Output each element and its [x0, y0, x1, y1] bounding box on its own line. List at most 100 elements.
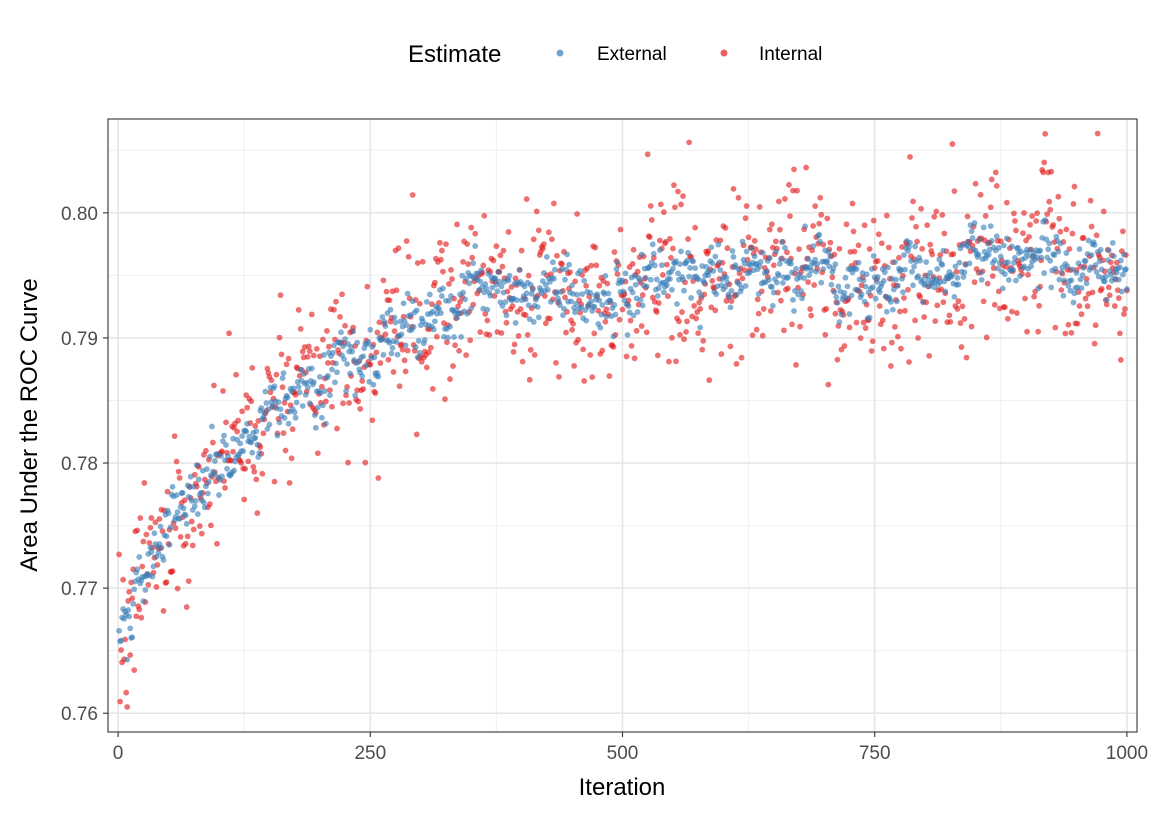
point-internal	[602, 318, 609, 325]
point-external	[222, 457, 228, 464]
point-internal	[673, 358, 679, 365]
point-external	[629, 289, 636, 296]
point-external	[239, 433, 246, 439]
point-external	[961, 269, 968, 276]
point-external	[790, 296, 796, 303]
point-external	[876, 289, 883, 296]
point-internal	[1111, 303, 1118, 309]
point-external	[853, 266, 860, 272]
point-external	[483, 285, 490, 292]
point-external	[292, 414, 299, 421]
point-internal	[656, 237, 663, 244]
legend: Estimate External Internal	[408, 41, 822, 68]
point-external	[723, 274, 730, 281]
point-internal	[657, 201, 664, 208]
point-external	[1047, 257, 1054, 264]
point-internal	[297, 326, 304, 332]
point-external	[1048, 284, 1055, 291]
point-external	[910, 282, 916, 289]
point-external	[581, 277, 588, 284]
point-external	[716, 259, 723, 266]
point-internal	[857, 335, 864, 342]
point-external	[965, 243, 972, 250]
point-external	[134, 566, 141, 573]
point-external	[1109, 239, 1116, 246]
point-external	[1102, 273, 1109, 280]
point-internal	[738, 354, 745, 361]
point-internal	[816, 220, 823, 227]
x-axis-title: Iteration	[579, 774, 666, 801]
point-external	[569, 282, 575, 289]
point-external	[1017, 273, 1023, 280]
x-tick-label: 750	[859, 743, 891, 764]
point-external	[557, 302, 563, 309]
point-external	[827, 253, 834, 260]
point-internal	[754, 296, 761, 303]
point-internal	[423, 364, 430, 371]
point-external	[697, 324, 704, 331]
legend-title: Estimate	[408, 41, 501, 68]
point-internal	[1011, 210, 1017, 217]
point-internal	[946, 312, 953, 319]
point-external	[917, 257, 923, 264]
point-external	[243, 428, 250, 435]
point-external	[1035, 285, 1042, 292]
point-external	[412, 344, 419, 351]
y-tick-label: 0.76	[61, 704, 98, 725]
point-external	[197, 489, 204, 496]
point-external	[349, 348, 356, 355]
point-internal	[604, 280, 611, 287]
point-internal	[992, 169, 999, 176]
point-internal	[832, 310, 839, 317]
point-internal	[644, 151, 651, 158]
point-external	[195, 476, 202, 483]
point-external	[881, 269, 888, 276]
point-external	[782, 244, 788, 251]
point-internal	[139, 563, 146, 570]
point-external	[907, 239, 913, 246]
point-internal	[951, 188, 958, 195]
point-external	[1079, 272, 1086, 279]
point-external	[430, 326, 437, 333]
point-external	[1000, 242, 1007, 249]
point-internal	[1093, 232, 1100, 239]
point-external	[598, 311, 605, 318]
point-internal	[456, 347, 462, 354]
point-external	[709, 260, 716, 267]
point-external	[331, 342, 337, 349]
point-internal	[314, 450, 321, 457]
point-internal	[354, 387, 361, 394]
point-external	[1080, 264, 1087, 271]
point-internal	[486, 332, 493, 338]
point-external	[1056, 276, 1063, 283]
point-internal	[733, 361, 740, 367]
point-external	[496, 278, 503, 285]
point-external	[258, 405, 265, 411]
point-internal	[431, 279, 438, 286]
point-external	[1076, 246, 1083, 252]
point-internal	[684, 318, 690, 325]
point-external	[1120, 251, 1127, 258]
point-external	[435, 305, 442, 312]
point-external	[1083, 280, 1090, 287]
point-external	[375, 373, 382, 380]
point-external	[505, 277, 512, 284]
point-external	[780, 279, 786, 286]
point-external	[451, 334, 457, 340]
point-external	[873, 278, 880, 285]
point-external	[769, 302, 776, 309]
point-internal	[659, 272, 666, 278]
point-external	[739, 238, 746, 245]
point-internal	[770, 262, 777, 269]
point-external	[889, 306, 896, 313]
point-external	[274, 432, 281, 439]
point-internal	[429, 386, 436, 392]
point-external	[381, 318, 388, 325]
point-internal	[374, 329, 381, 336]
point-external	[919, 276, 926, 283]
point-internal	[874, 258, 881, 264]
point-external	[387, 306, 394, 313]
point-external	[352, 392, 359, 399]
point-external	[775, 272, 782, 279]
point-internal	[562, 294, 568, 301]
